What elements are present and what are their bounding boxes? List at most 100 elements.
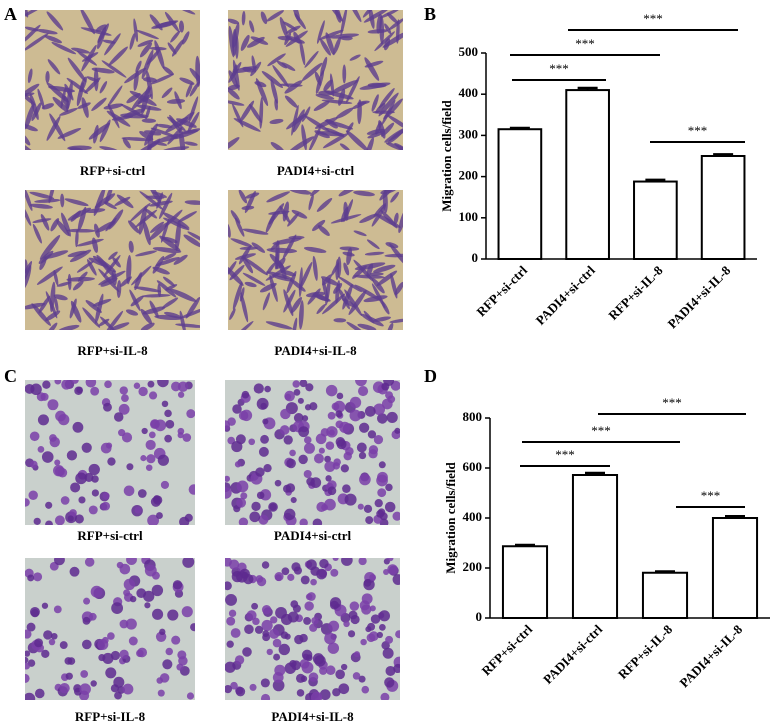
y-axis-label: Migration cells/field — [439, 99, 454, 211]
cell — [373, 403, 386, 416]
cell — [260, 678, 270, 688]
cell — [303, 617, 311, 625]
cell — [177, 391, 185, 398]
panel-label: B — [424, 4, 436, 24]
cell — [93, 190, 106, 216]
cell — [345, 446, 354, 456]
cell — [157, 454, 169, 466]
cell — [26, 622, 36, 632]
cell — [272, 679, 285, 692]
y-tick-label: 600 — [463, 459, 483, 474]
cell — [25, 124, 38, 132]
significance-label: *** — [555, 447, 575, 462]
cell — [283, 289, 294, 317]
cell — [87, 259, 97, 276]
cell — [110, 684, 119, 693]
image-caption: RFP+si-ctrl — [80, 163, 146, 178]
cell — [53, 605, 62, 614]
cell — [333, 318, 347, 323]
cell — [301, 661, 314, 674]
cell — [270, 142, 285, 150]
cell — [25, 650, 31, 657]
cell — [139, 42, 153, 58]
cell — [243, 574, 254, 585]
cell — [353, 651, 361, 658]
cell — [260, 434, 269, 444]
cell — [390, 273, 398, 299]
cell — [340, 663, 348, 671]
cell — [235, 686, 246, 697]
cell — [179, 516, 190, 525]
cell — [90, 386, 100, 396]
cell — [56, 281, 72, 287]
cell — [88, 463, 100, 476]
cell — [186, 692, 195, 700]
cell — [123, 485, 135, 497]
cell — [60, 88, 66, 109]
cell — [149, 300, 159, 318]
cell — [139, 191, 164, 210]
y-tick-label: 300 — [459, 126, 479, 141]
cell — [319, 558, 329, 569]
cell — [320, 56, 328, 77]
y-tick-label: 500 — [459, 44, 479, 59]
cell — [320, 428, 330, 437]
cell — [291, 660, 301, 671]
cell — [167, 609, 179, 621]
cell — [343, 262, 350, 276]
cell — [368, 445, 379, 455]
cell — [304, 115, 331, 133]
cell — [367, 430, 377, 439]
cell — [171, 635, 181, 645]
x-tick-label: PADI4+si-IL-8 — [665, 262, 734, 331]
panel-label: C — [4, 366, 17, 386]
cell — [75, 472, 87, 485]
cell — [37, 445, 45, 453]
micrograph — [225, 558, 400, 700]
cell — [301, 62, 323, 81]
image-caption: RFP+si-ctrl — [77, 528, 143, 543]
cell — [255, 78, 269, 107]
cell — [184, 141, 198, 146]
error-bar — [515, 543, 535, 547]
cell — [45, 520, 53, 525]
cell — [161, 87, 173, 99]
cell — [379, 15, 385, 45]
cell — [378, 88, 395, 109]
cell — [39, 234, 61, 260]
x-tick-label: RFP+si-ctrl — [479, 621, 536, 678]
cell — [179, 128, 186, 150]
cell — [58, 413, 70, 426]
cell — [238, 245, 252, 265]
cell — [306, 477, 315, 486]
cell — [91, 489, 99, 497]
cell — [242, 256, 268, 276]
cell — [304, 404, 312, 411]
cell — [376, 474, 388, 487]
cell — [112, 257, 121, 268]
cell — [346, 321, 365, 330]
cell — [389, 243, 403, 267]
cell — [291, 209, 308, 219]
cell — [45, 501, 53, 509]
cell — [322, 293, 346, 315]
cell — [324, 90, 354, 100]
cell — [52, 96, 69, 113]
cell — [156, 512, 163, 520]
x-tick-label: RFP+si-IL-8 — [605, 262, 666, 323]
cell — [301, 415, 309, 422]
cell — [387, 564, 398, 575]
cell — [129, 90, 157, 106]
cell — [353, 274, 385, 279]
cell — [85, 380, 97, 388]
cell — [34, 688, 45, 699]
cell — [266, 10, 284, 22]
cell — [374, 498, 383, 508]
cell — [90, 680, 97, 687]
cell — [82, 616, 91, 625]
cell — [369, 272, 384, 276]
cell — [349, 54, 361, 61]
cell — [119, 619, 129, 629]
cell — [293, 388, 301, 396]
cell — [340, 10, 348, 37]
